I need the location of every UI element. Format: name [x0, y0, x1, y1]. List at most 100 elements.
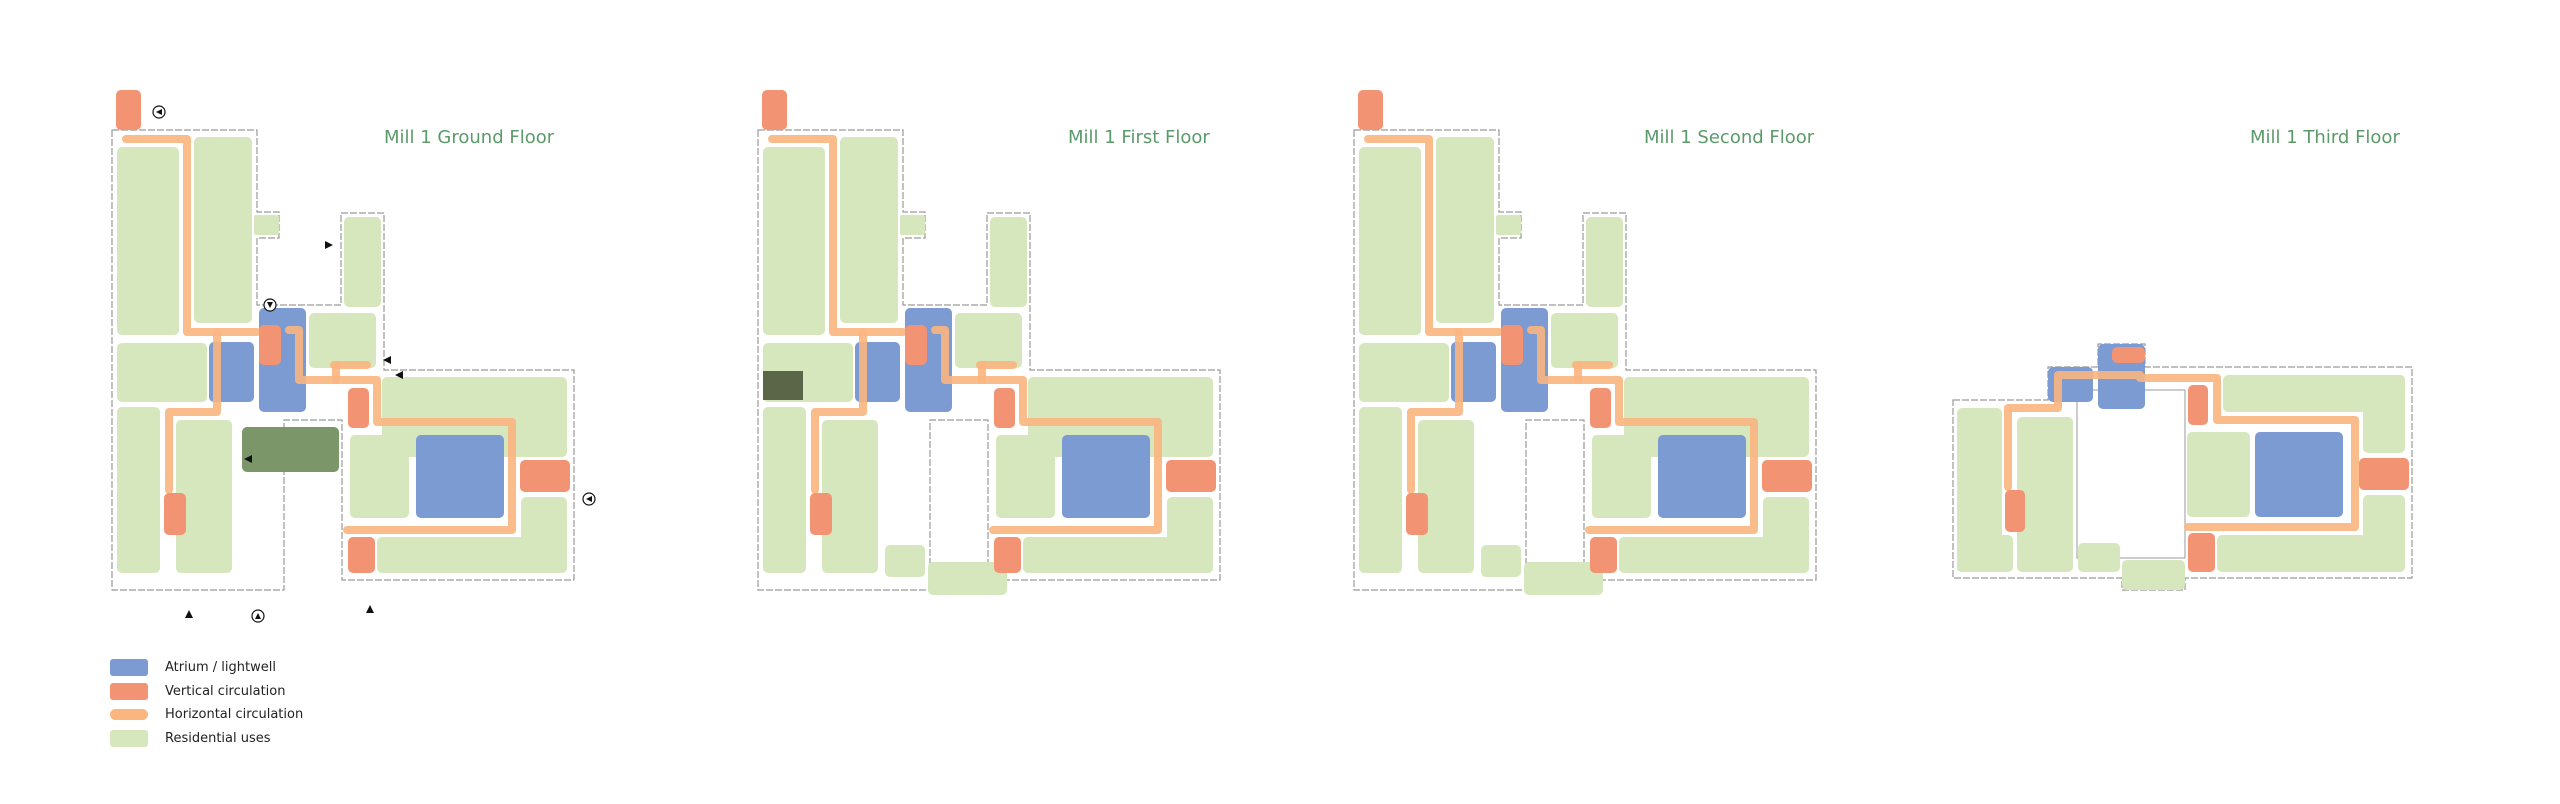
vertical-circulation	[994, 388, 1015, 428]
vertical-circulation	[2005, 490, 2025, 532]
residential-area	[1586, 217, 1623, 307]
horizontal-circulation	[165, 328, 221, 494]
vertical-circulation	[259, 325, 281, 365]
legend-item-atrium: Atrium / lightwell	[110, 656, 303, 680]
entrance-marker-icon	[152, 105, 166, 119]
legend-label: Horizontal circulation	[165, 707, 304, 723]
residential-area	[117, 343, 207, 402]
floor-title-first: Mill 1 First Floor	[1068, 127, 1210, 148]
residential-area	[2078, 543, 2120, 572]
residential-area	[763, 147, 825, 335]
dark-area	[763, 371, 803, 400]
vertical-circulation	[1590, 388, 1611, 428]
horizontal-circulation	[1527, 326, 1758, 534]
residential-area	[885, 545, 925, 577]
residential-area	[309, 313, 376, 368]
floor-title-third: Mill 1 Third Floor	[2250, 127, 2400, 148]
horizontal-circulation	[1364, 135, 1503, 336]
wall-outline	[111, 129, 575, 591]
residential-area	[1551, 313, 1618, 368]
legend-swatch-vertical-circulation	[110, 682, 148, 700]
wall-outline	[1353, 129, 1817, 591]
horizontal-circulation	[1407, 328, 1463, 494]
vertical-circulation	[348, 537, 375, 573]
residential-area	[117, 407, 160, 573]
residential-area	[377, 537, 567, 573]
residential-area	[1496, 215, 1521, 235]
legend-item-horizontal-circulation: Horizontal circulation	[110, 703, 303, 727]
residential-area	[1418, 420, 1474, 573]
residential-area	[2363, 375, 2405, 453]
dark-area	[242, 427, 339, 472]
vertical-circulation	[164, 493, 186, 535]
access-arrow-icon	[366, 605, 374, 613]
horizontal-circulation	[122, 135, 261, 336]
atrium	[1658, 435, 1746, 518]
floor-title-ground: Mill 1 Ground Floor	[384, 127, 555, 148]
courtyard	[2076, 389, 2186, 559]
residential-area	[900, 215, 925, 235]
vertical-circulation	[1406, 493, 1428, 535]
residential-area	[194, 137, 252, 323]
residential-area	[1957, 535, 2013, 572]
residential-area	[1524, 562, 1603, 595]
residential-area	[117, 147, 179, 335]
access-arrow-icon	[244, 455, 252, 463]
residential-area	[1359, 407, 1402, 573]
residential-area	[996, 435, 1055, 518]
vertical-circulation	[1590, 537, 1617, 573]
vertical-circulation	[762, 90, 787, 130]
residential-area	[1359, 147, 1421, 335]
access-arrow-icon	[395, 371, 403, 379]
residential-area	[2122, 560, 2185, 590]
vertical-circulation	[348, 388, 369, 428]
plan-first-floor	[757, 90, 1221, 595]
vertical-circulation	[2359, 458, 2409, 490]
residential-area	[1481, 545, 1521, 577]
vertical-circulation	[2188, 385, 2208, 425]
legend: Atrium / lightwell Vertical circulation …	[110, 656, 303, 750]
access-arrow-icon	[383, 356, 391, 364]
vertical-circulation	[1166, 460, 1216, 492]
atrium	[2255, 432, 2343, 517]
vertical-circulation	[2188, 533, 2215, 572]
horizontal-circulation	[285, 326, 516, 534]
vertical-circulation	[520, 460, 570, 492]
residential-area	[1436, 137, 1494, 323]
vertical-circulation	[905, 325, 927, 365]
vertical-circulation	[2112, 347, 2145, 363]
entrance-arrow-icon	[267, 302, 273, 308]
residential-area	[344, 217, 381, 307]
horizontal-circulation	[811, 328, 867, 494]
legend-item-residential: Residential uses	[110, 727, 303, 751]
legend-swatch-atrium	[110, 659, 148, 677]
vertical-circulation	[1358, 90, 1383, 130]
vertical-circulation	[994, 537, 1021, 573]
residential-area	[1619, 537, 1809, 573]
residential-area	[822, 420, 878, 573]
residential-area	[2017, 417, 2073, 572]
legend-label: Residential uses	[165, 730, 271, 746]
residential-area	[763, 407, 806, 573]
vertical-circulation	[116, 90, 141, 130]
vertical-circulation	[810, 493, 832, 535]
residential-area	[2223, 375, 2405, 412]
plan-ground-floor	[111, 90, 575, 591]
horizontal-circulation	[2004, 371, 2359, 531]
residential-area	[350, 435, 409, 518]
access-arrow-icon	[185, 610, 193, 618]
residential-area	[1359, 343, 1449, 402]
residential-area	[990, 217, 1027, 307]
entrance-marker-icon	[263, 298, 277, 312]
residential-area	[1957, 408, 2002, 572]
horizontal-circulation	[768, 135, 907, 336]
legend-label: Vertical circulation	[165, 683, 286, 699]
legend-swatch-residential	[110, 729, 148, 747]
legend-item-vertical-circulation: Vertical circulation	[110, 680, 303, 704]
plan-second-floor	[1353, 90, 1817, 595]
vertical-circulation	[1762, 460, 1812, 492]
residential-area	[2187, 432, 2250, 517]
atrium	[416, 435, 504, 518]
entrance-arrow-icon	[586, 496, 592, 502]
